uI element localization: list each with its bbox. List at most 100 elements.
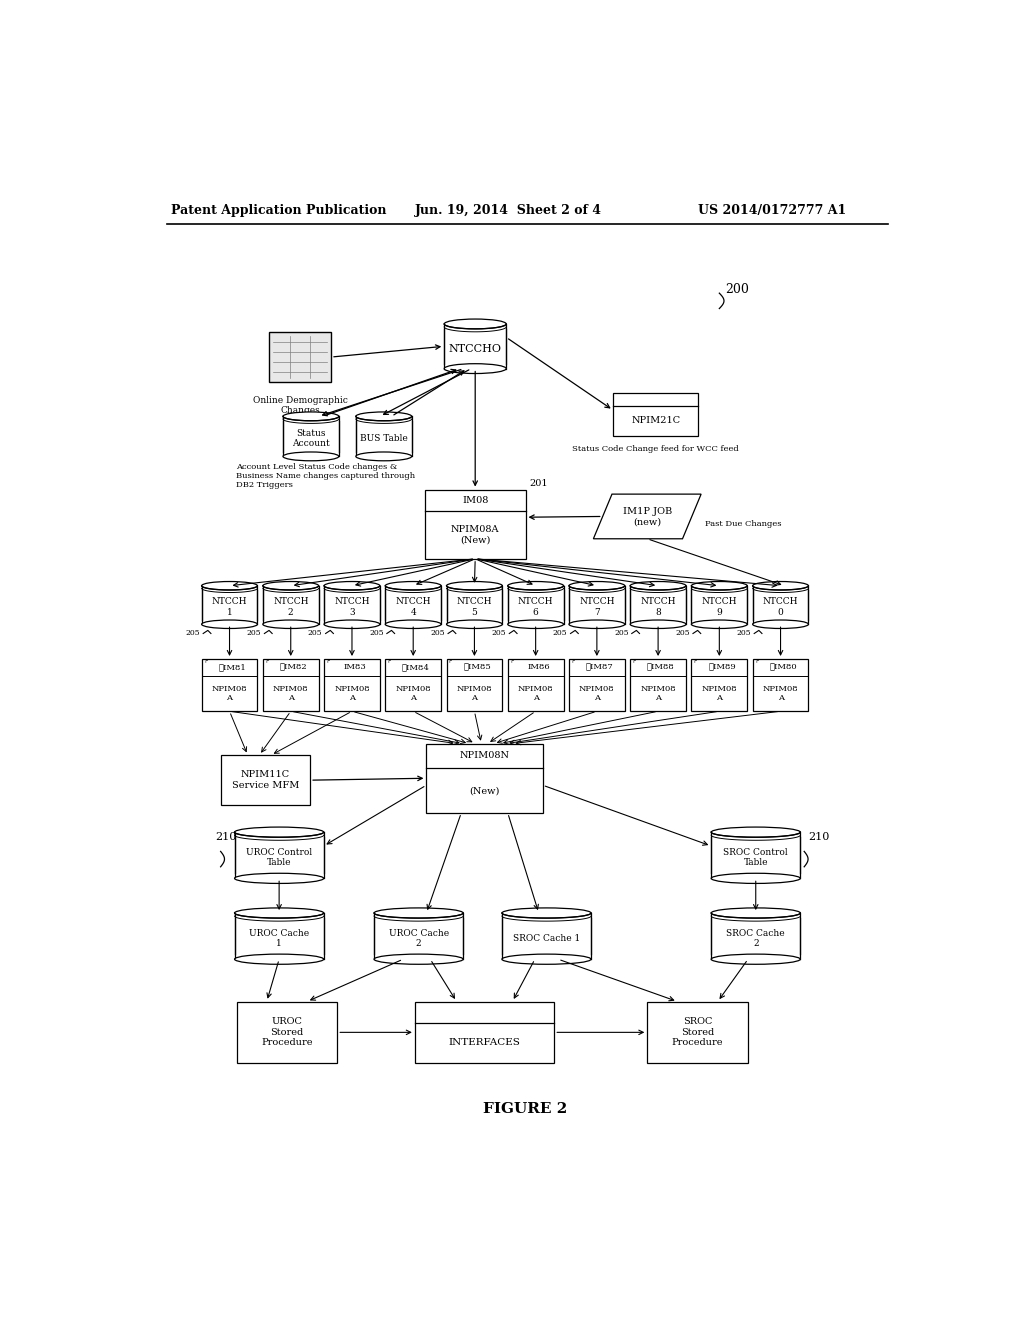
Text: SROC Control
Table: SROC Control Table: [723, 847, 788, 867]
FancyBboxPatch shape: [221, 755, 310, 805]
FancyBboxPatch shape: [508, 659, 563, 711]
Text: NTCCH
8: NTCCH 8: [640, 597, 676, 616]
FancyBboxPatch shape: [613, 393, 698, 436]
Polygon shape: [234, 913, 324, 960]
Ellipse shape: [234, 954, 324, 965]
Ellipse shape: [444, 364, 506, 374]
Polygon shape: [263, 586, 318, 624]
Text: NTCCH
7: NTCCH 7: [580, 597, 614, 616]
Text: 200: 200: [725, 282, 749, 296]
Text: 205: 205: [736, 628, 751, 636]
Polygon shape: [593, 494, 701, 539]
Text: NPIM08
A: NPIM08 A: [334, 685, 370, 702]
Text: 205: 205: [247, 628, 261, 636]
Ellipse shape: [630, 582, 686, 590]
Text: NPIM08
A: NPIM08 A: [579, 685, 614, 702]
FancyBboxPatch shape: [269, 333, 331, 381]
Text: ⌜IM81: ⌜IM81: [218, 663, 246, 672]
Text: 205: 205: [614, 628, 629, 636]
Text: ⌜: ⌜: [327, 661, 330, 667]
Text: NTCCH
4: NTCCH 4: [395, 597, 431, 616]
FancyBboxPatch shape: [263, 659, 318, 711]
FancyBboxPatch shape: [415, 1002, 554, 1063]
Polygon shape: [502, 913, 591, 960]
Ellipse shape: [446, 620, 503, 628]
Text: NPIM08A
(New): NPIM08A (New): [451, 525, 500, 545]
Polygon shape: [356, 416, 412, 457]
Text: Past Due Changes: Past Due Changes: [706, 520, 782, 528]
Text: IM86: IM86: [527, 663, 550, 672]
Polygon shape: [234, 832, 324, 878]
Polygon shape: [385, 586, 441, 624]
Ellipse shape: [356, 451, 412, 461]
FancyBboxPatch shape: [647, 1002, 748, 1063]
Ellipse shape: [283, 451, 339, 461]
Text: SROC Cache 1: SROC Cache 1: [513, 935, 581, 942]
Text: ⌜: ⌜: [388, 661, 391, 667]
Text: IM83: IM83: [343, 663, 367, 672]
Text: NPIM08
A: NPIM08 A: [701, 685, 737, 702]
Text: Status
Account: Status Account: [292, 429, 330, 447]
Text: NTCCH
5: NTCCH 5: [457, 597, 493, 616]
Text: NPIM08
A: NPIM08 A: [212, 685, 248, 702]
Text: 205: 205: [185, 628, 200, 636]
Text: 210: 210: [215, 832, 237, 842]
FancyBboxPatch shape: [385, 659, 441, 711]
Ellipse shape: [234, 874, 324, 883]
Ellipse shape: [712, 828, 801, 837]
Text: ⌜: ⌜: [633, 661, 636, 667]
Text: UROC Cache
2: UROC Cache 2: [388, 929, 449, 948]
Text: SROC Cache
2: SROC Cache 2: [726, 929, 785, 948]
Polygon shape: [446, 586, 503, 624]
Polygon shape: [753, 586, 809, 624]
Ellipse shape: [356, 412, 412, 421]
Text: IM08: IM08: [462, 496, 488, 504]
Text: Online Demographic
Changes: Online Demographic Changes: [253, 396, 347, 416]
Ellipse shape: [234, 828, 324, 837]
Text: ⌜: ⌜: [693, 661, 697, 667]
Text: UROC Control
Table: UROC Control Table: [246, 847, 312, 867]
Text: ⌜IM85: ⌜IM85: [463, 663, 492, 672]
Ellipse shape: [691, 620, 748, 628]
Text: NTCCH
9: NTCCH 9: [701, 597, 737, 616]
Text: NPIM11C
Service MFM: NPIM11C Service MFM: [231, 771, 299, 789]
Text: 210: 210: [808, 832, 829, 842]
Text: 201: 201: [529, 479, 548, 487]
Ellipse shape: [234, 908, 324, 919]
Text: 205: 205: [369, 628, 384, 636]
Ellipse shape: [712, 874, 801, 883]
Text: 205: 205: [430, 628, 445, 636]
Text: NPIM08
A: NPIM08 A: [640, 685, 676, 702]
Text: BUS Table: BUS Table: [359, 434, 408, 444]
Text: NTCCH
2: NTCCH 2: [273, 597, 308, 616]
Text: Patent Application Publication: Patent Application Publication: [171, 205, 386, 218]
Text: SROC
Stored
Procedure: SROC Stored Procedure: [672, 1018, 723, 1047]
Ellipse shape: [374, 954, 463, 965]
Text: ⌜IM88: ⌜IM88: [647, 663, 675, 672]
Text: US 2014/0172777 A1: US 2014/0172777 A1: [697, 205, 846, 218]
FancyBboxPatch shape: [237, 1002, 337, 1063]
Ellipse shape: [508, 620, 563, 628]
Polygon shape: [508, 586, 563, 624]
Ellipse shape: [263, 582, 318, 590]
Polygon shape: [712, 832, 801, 878]
Text: ⌜: ⌜: [510, 661, 513, 667]
Text: UROC Cache
1: UROC Cache 1: [249, 929, 309, 948]
Text: NPIM08
A: NPIM08 A: [457, 685, 493, 702]
FancyBboxPatch shape: [446, 659, 503, 711]
Ellipse shape: [202, 582, 257, 590]
Text: ⌜IM84: ⌜IM84: [402, 663, 430, 672]
Text: Status Code Change feed for WCC feed: Status Code Change feed for WCC feed: [572, 445, 739, 453]
FancyBboxPatch shape: [324, 659, 380, 711]
Text: ⌜: ⌜: [571, 661, 574, 667]
Text: UROC
Stored
Procedure: UROC Stored Procedure: [261, 1018, 312, 1047]
Ellipse shape: [324, 620, 380, 628]
Ellipse shape: [753, 620, 809, 628]
Text: ⌜IM80: ⌜IM80: [769, 663, 797, 672]
Text: ⌜IM89: ⌜IM89: [709, 663, 736, 672]
Text: ⌜: ⌜: [755, 661, 758, 667]
Ellipse shape: [502, 954, 591, 965]
Text: ⌜: ⌜: [449, 661, 453, 667]
FancyBboxPatch shape: [202, 659, 257, 711]
Ellipse shape: [508, 582, 563, 590]
